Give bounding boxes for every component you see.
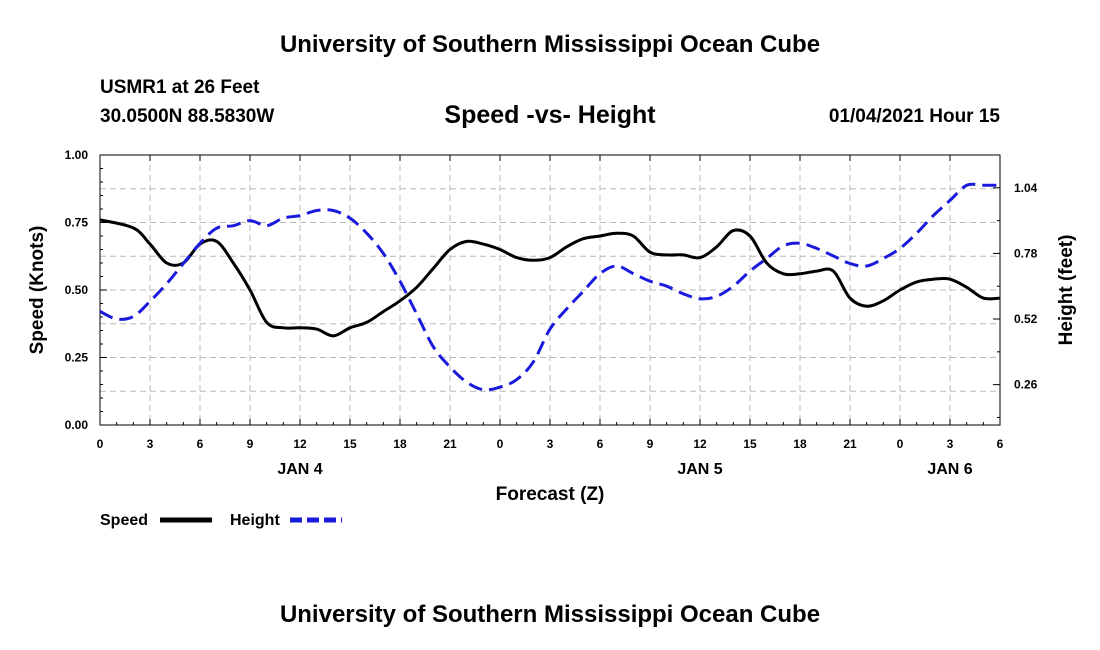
x-tick-label: 21 [843, 437, 857, 451]
x-tick-label: 9 [247, 437, 254, 451]
y-axis-right-title: Height (feet) [1056, 235, 1077, 346]
tick-labels: 0 3 6 9 12 15 18 21 0 3 6 9 12 15 18 21 0 3 6 JAN 4 JAN 5 JAN… [65, 148, 1038, 478]
x-tick-label: 21 [443, 437, 457, 451]
y-right-tick-label: 1.04 [1014, 181, 1038, 195]
axis-ticks [99, 154, 1001, 426]
date-label: JAN 4 [277, 461, 322, 478]
x-tick-label: 6 [197, 437, 204, 451]
x-tick-label: 12 [293, 437, 307, 451]
y-right-tick-label: 0.52 [1014, 312, 1038, 326]
date-label: JAN 5 [677, 461, 722, 478]
x-tick-label: 12 [693, 437, 707, 451]
x-tick-label: 0 [897, 437, 904, 451]
grid-lines [100, 155, 1000, 425]
x-tick-label: 3 [547, 437, 554, 451]
page-title: University of Southern Mississippi Ocean… [279, 31, 821, 58]
footer-title: University of Southern Mississippi Ocean… [279, 601, 821, 628]
x-tick-label: 18 [793, 437, 807, 451]
x-tick-label: 0 [497, 437, 504, 451]
series-lines [99, 182, 1001, 392]
y-axis-left-title: Speed (Knots) [27, 226, 48, 355]
x-tick-label: 3 [947, 437, 954, 451]
coordinates-label: 30.0500N 88.5830W [100, 106, 275, 127]
x-tick-label: 0 [97, 437, 104, 451]
x-tick-label: 9 [647, 437, 654, 451]
x-tick-label: 15 [343, 437, 357, 451]
series-line-speed [99, 218, 1001, 338]
y-right-tick-label: 0.26 [1014, 378, 1038, 392]
x-tick-label: 6 [997, 437, 1004, 451]
y-left-tick-label: 0.75 [65, 216, 89, 230]
legend: Speed Height [100, 512, 342, 529]
x-tick-label: 3 [147, 437, 154, 451]
y-left-tick-label: 0.25 [65, 351, 89, 365]
x-tick-label: 15 [743, 437, 757, 451]
y-left-tick-label: 0.50 [65, 283, 89, 297]
station-label: USMR1 at 26 Feet [100, 77, 260, 98]
legend-speed-label: Speed [100, 512, 148, 529]
x-tick-label: 18 [393, 437, 407, 451]
x-axis-title: Forecast (Z) [496, 484, 605, 505]
legend-height-label: Height [230, 512, 280, 529]
series-line-height [99, 182, 1000, 392]
date-label: JAN 6 [927, 461, 972, 478]
y-left-tick-label: 1.00 [65, 148, 89, 162]
forecast-datetime: 01/04/2021 Hour 15 [828, 106, 1000, 127]
x-tick-label: 6 [597, 437, 604, 451]
y-left-tick-label: 0.00 [65, 418, 89, 432]
y-right-tick-label: 0.78 [1014, 246, 1038, 260]
chart-title: Speed -vs- Height [444, 101, 656, 129]
